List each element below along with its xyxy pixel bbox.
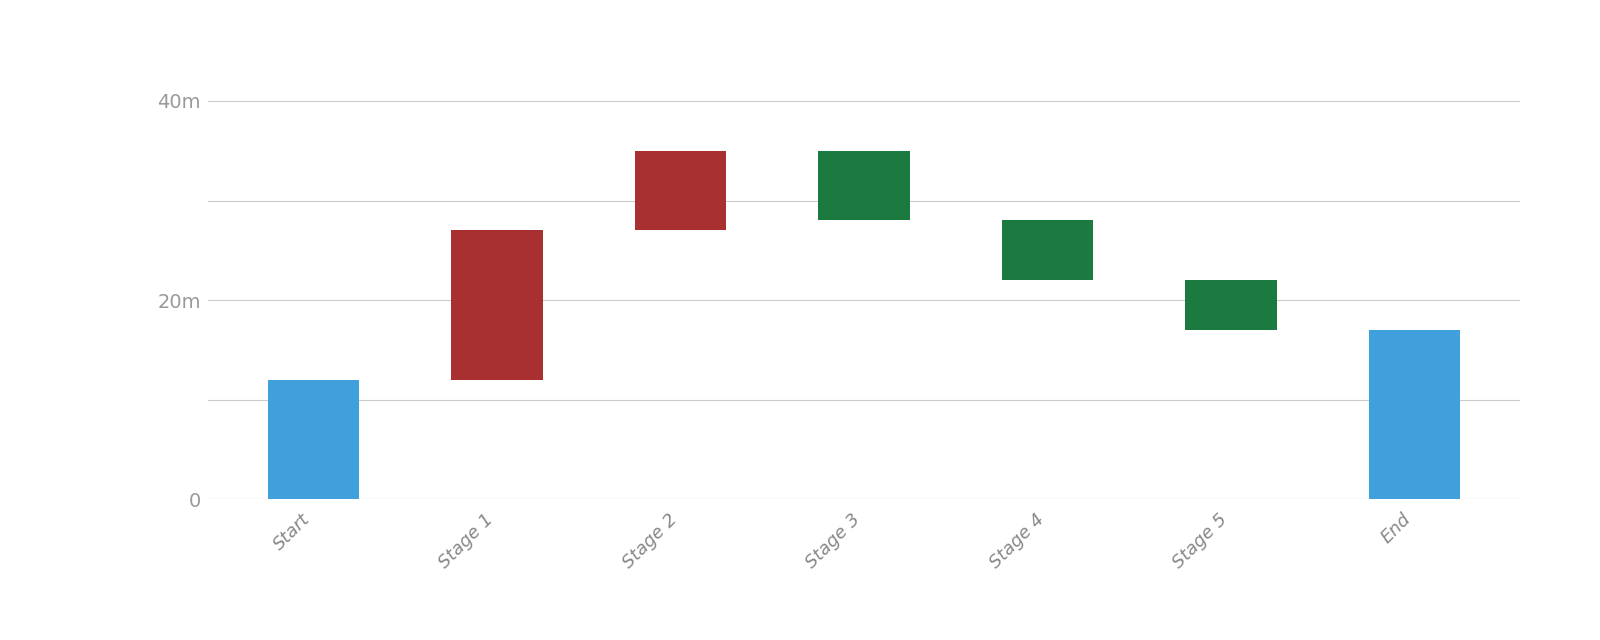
Bar: [1186, 280, 1277, 330]
Bar: [818, 151, 910, 220]
Bar: [267, 380, 360, 499]
Bar: [1002, 220, 1093, 280]
Bar: [451, 230, 542, 380]
Bar: [635, 151, 726, 230]
Bar: [1368, 330, 1461, 499]
